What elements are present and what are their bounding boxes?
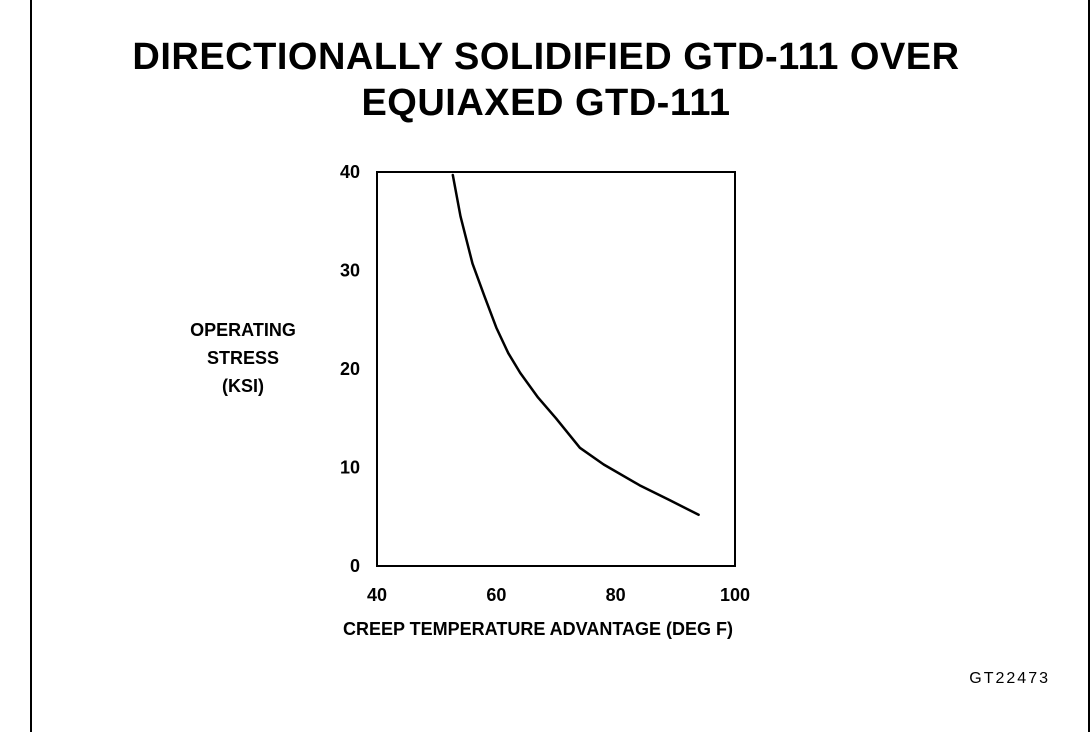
chart-title: DIRECTIONALLY SOLIDIFIED GTD-111 OVER EQ… [0,34,1092,126]
x-tick-label: 60 [486,585,506,605]
y-axis-label: OPERATING STRESS (KSI) [168,316,318,400]
chart-title-line-1: DIRECTIONALLY SOLIDIFIED GTD-111 OVER [132,36,960,78]
figure-code: GT22473 [969,670,1050,687]
y-tick-label: 30 [340,261,360,281]
y-tick-label: 20 [340,359,360,379]
y-axis-label-line-3: (KSI) [222,376,264,396]
left-frame-border [30,0,32,732]
series-line [451,173,700,517]
y-tick-labels: 0 10 20 30 40 [340,162,360,576]
y-tick-label: 0 [350,556,360,576]
x-tick-labels: 40 60 80 100 [367,585,750,605]
right-frame-border [1088,0,1090,732]
plot-frame [376,171,736,567]
y-tick-label: 10 [340,458,360,478]
x-axis-label: CREEP TEMPERATURE ADVANTAGE (DEG F) [343,619,733,639]
y-tick-label: 40 [340,162,360,182]
x-tick-label: 40 [367,585,387,605]
y-axis-label-line-2: STRESS [206,348,280,368]
x-tick-label: 100 [720,585,750,605]
x-tick-label: 80 [606,585,626,605]
chart-title-line-2: EQUIAXED GTD-111 [361,82,731,124]
y-axis-label-line-1: OPERATING [190,320,296,340]
